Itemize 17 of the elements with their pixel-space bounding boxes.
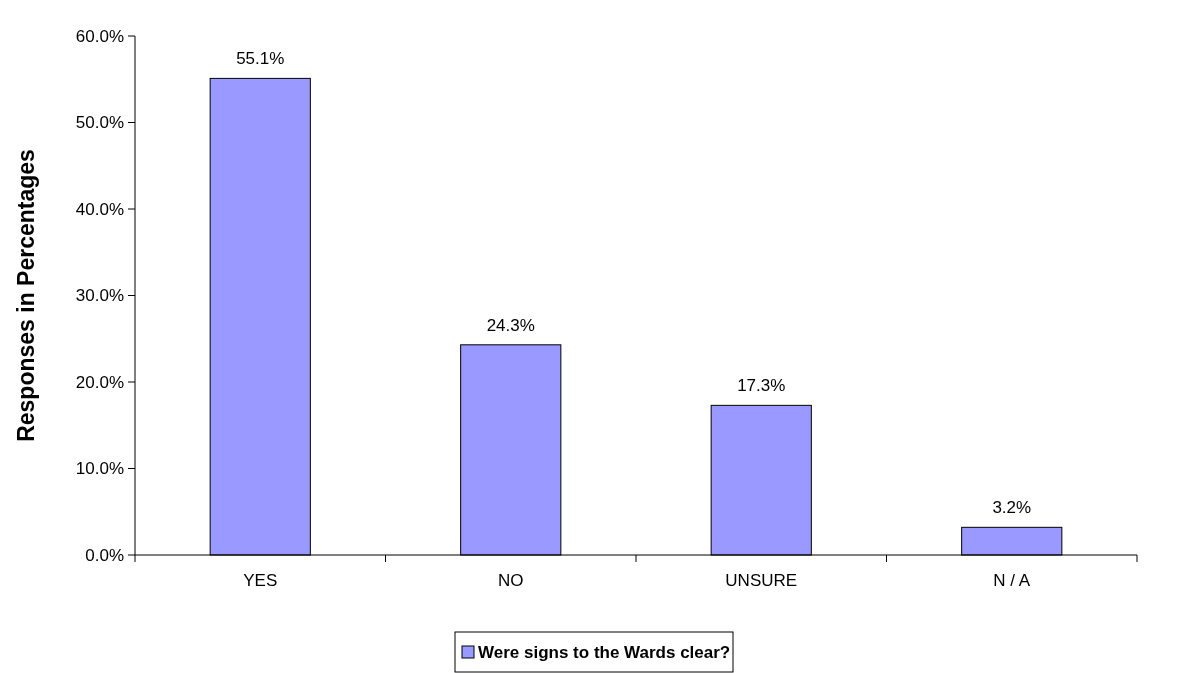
y-tick-label: 0.0% <box>85 545 124 565</box>
y-tick-label: 40.0% <box>75 199 124 219</box>
y-tick-label: 30.0% <box>75 286 124 306</box>
y-tick-label: 10.0% <box>75 459 124 479</box>
y-tick-label: 50.0% <box>75 113 124 133</box>
x-tick-label: NO <box>498 571 524 590</box>
data-label: 55.1% <box>236 49 285 69</box>
x-tick-label: YES <box>243 571 278 590</box>
x-tick-label: UNSURE <box>725 571 798 590</box>
data-label: 17.3% <box>737 376 786 396</box>
y-tick-label: 60.0% <box>75 26 124 46</box>
y-axis-title: Responses in Percentages <box>13 149 39 442</box>
legend-label: Were signs to the Wards clear? <box>478 642 731 662</box>
y-tick-label: 20.0% <box>75 372 124 392</box>
x-tick-label: N / A <box>993 571 1031 590</box>
data-label: 3.2% <box>992 498 1032 518</box>
data-label: 24.3% <box>486 315 535 335</box>
